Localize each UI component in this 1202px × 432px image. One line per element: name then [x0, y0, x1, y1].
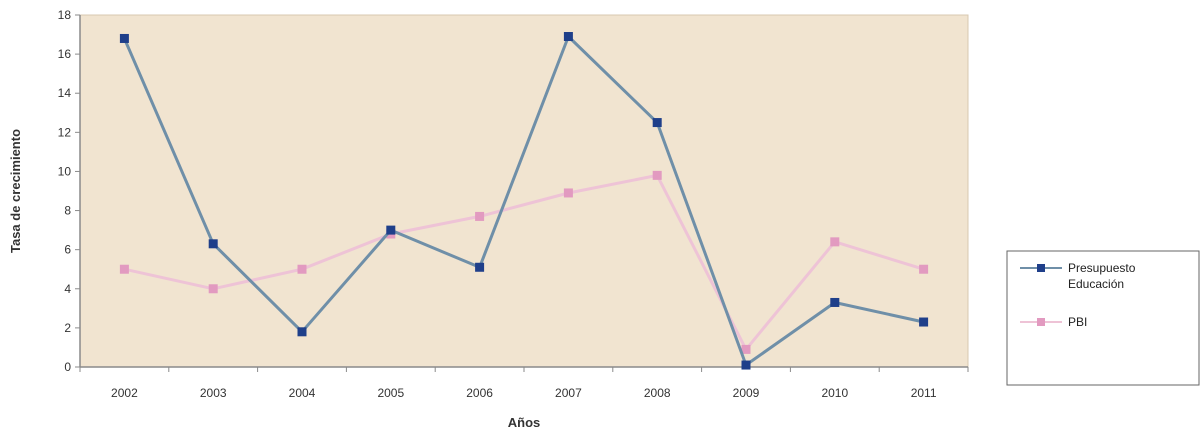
x-tick-label: 2005 [377, 386, 404, 400]
x-axis-ticks: 2002 2003 2004 2005 2006 2007 2008 2009 2010 2011 [79, 367, 969, 400]
x-axis-title: Años [508, 415, 541, 430]
data-point [652, 170, 662, 180]
data-point [386, 225, 396, 235]
y-tick-label: 8 [64, 204, 71, 218]
data-point [119, 33, 129, 43]
y-axis-ticks: 0 2 4 6 8 10 12 14 16 18 [58, 8, 80, 374]
y-tick-label: 0 [64, 360, 71, 374]
legend-label-presupuesto-line1: Presupuesto [1068, 261, 1136, 275]
data-point [741, 344, 751, 354]
series-presupuesto-educacion [119, 32, 929, 370]
data-point [297, 264, 307, 274]
x-tick-label: 2009 [733, 386, 760, 400]
x-tick-label: 2004 [289, 386, 316, 400]
data-point [741, 360, 751, 370]
legend-marker-pbi [1037, 318, 1045, 326]
y-tick-label: 18 [58, 8, 72, 22]
series-line [123, 35, 924, 367]
legend-label-pbi: PBI [1068, 315, 1087, 329]
data-point [208, 239, 218, 249]
legend: Presupuesto Educación PBI [1006, 250, 1200, 386]
x-tick-label: 2007 [555, 386, 582, 400]
data-point [475, 262, 485, 272]
series-layer [119, 32, 929, 370]
data-point [119, 264, 129, 274]
y-axis-title: Tasa de crecimiento [8, 129, 23, 253]
data-point [830, 237, 840, 247]
y-tick-label: 14 [58, 86, 72, 100]
x-tick-label: 2006 [466, 386, 493, 400]
y-tick-label: 12 [58, 125, 72, 139]
data-point [919, 317, 929, 327]
data-point [563, 32, 573, 42]
data-point [563, 188, 573, 198]
data-point [919, 264, 929, 274]
legend-marker-presupuesto [1037, 264, 1045, 272]
data-point [297, 327, 307, 337]
series-pbi [119, 170, 929, 354]
x-tick-label: 2002 [111, 386, 138, 400]
data-point [830, 297, 840, 307]
x-tick-label: 2008 [644, 386, 671, 400]
x-tick-label: 2010 [821, 386, 848, 400]
data-point [475, 211, 485, 221]
y-tick-label: 4 [64, 282, 71, 296]
y-tick-label: 2 [64, 321, 71, 335]
x-tick-label: 2011 [911, 386, 937, 400]
y-tick-label: 6 [64, 243, 71, 257]
data-point [652, 118, 662, 128]
plot-area [79, 14, 969, 368]
y-tick-label: 16 [58, 47, 72, 61]
data-point [208, 284, 218, 294]
series-line [124, 173, 925, 351]
x-tick-label: 2003 [200, 386, 227, 400]
legend-label-presupuesto-line2: Educación [1068, 277, 1124, 291]
y-tick-label: 10 [58, 164, 72, 178]
